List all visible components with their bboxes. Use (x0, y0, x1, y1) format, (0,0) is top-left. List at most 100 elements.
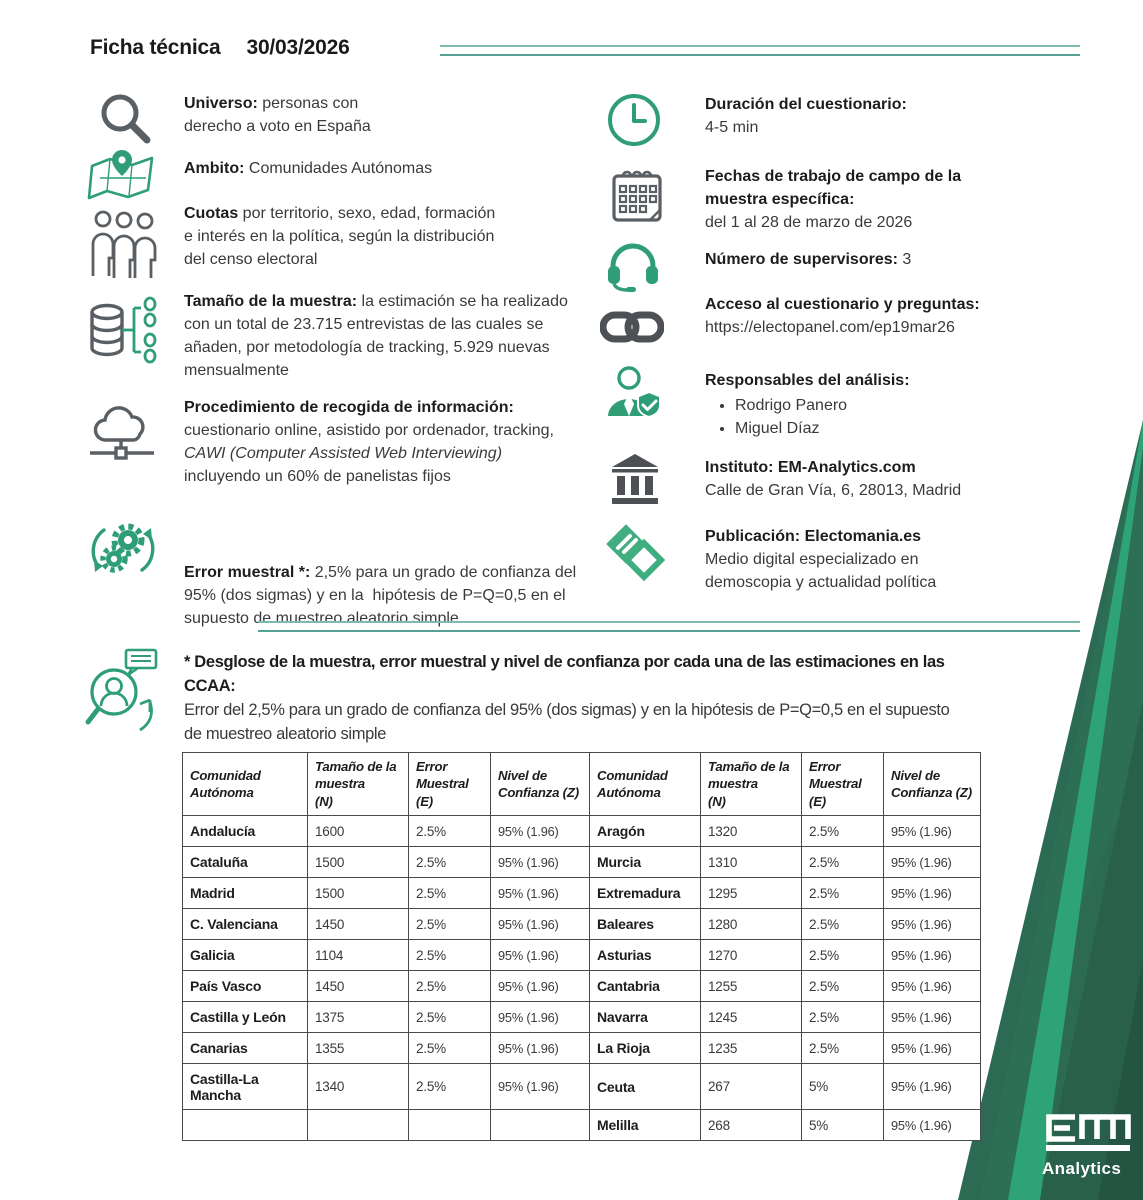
table-cell: C. Valenciana (182, 908, 308, 940)
table-cell: 2.5% (408, 1001, 491, 1033)
ccaa-table-wrapper: Comunidad Autónoma Tamaño de la muestra (… (182, 752, 981, 1141)
table-cell: 2.5% (801, 939, 884, 971)
table-cell: 268 (700, 1109, 802, 1141)
ccaa-table: Comunidad Autónoma Tamaño de la muestra (… (182, 752, 981, 1141)
table-row: Canarias 1355 2.5% 95% (1.96) La Rioja 1235 2.… (182, 1032, 981, 1064)
table-cell: 95% (1.96) (490, 1001, 590, 1033)
table-header-cell: Tamaño de la muestra (N) (700, 752, 802, 816)
page-date: 30/03/2026 (246, 36, 350, 59)
logo-analytics-text: Analytics (1042, 1159, 1122, 1178)
table-cell: Extremadura (589, 877, 701, 909)
database-tracking-icon (88, 296, 166, 383)
table-row: Castilla y León 1375 2.5% 95% (1.96) Navarra… (182, 1001, 981, 1033)
table-cell: 1255 (700, 970, 802, 1002)
people-group-icon (90, 208, 160, 285)
item-procedimiento: Procedimiento de recogida de información… (184, 396, 578, 488)
table-cell: País Vasco (182, 970, 308, 1002)
magnifier-icon (94, 88, 158, 157)
table-cell: Navarra (589, 1001, 701, 1033)
item-publicacion-label: Publicación: Electomania.es (705, 528, 922, 545)
table-cell: 95% (1.96) (883, 970, 981, 1002)
table-cell: 2.5% (801, 1032, 884, 1064)
table-cell: 1235 (700, 1032, 802, 1064)
survey-search-icon (84, 646, 168, 739)
item-tamano-muestra: Tamaño de la muestra: la estimación se h… (184, 290, 574, 382)
footnote-label: * Desglose de la muestra, error muestral… (184, 653, 945, 695)
header-divider (440, 45, 1080, 56)
ccaa-table-head: Comunidad Autónoma Tamaño de la muestra (… (182, 752, 981, 816)
table-cell: 2.5% (408, 908, 491, 940)
table-cell (182, 1109, 308, 1141)
table-cell: 95% (1.96) (490, 815, 590, 847)
table-cell: 2.5% (408, 877, 491, 909)
table-cell: Castilla-La Mancha (182, 1063, 308, 1110)
table-cell: 95% (1.96) (883, 1109, 981, 1141)
publication-icon (602, 522, 670, 591)
item-universo: Universo: personas con derecho a voto en… (184, 92, 396, 138)
page-title: Ficha técnica 30/03/2026 (90, 36, 350, 60)
table-cell: 95% (1.96) (883, 939, 981, 971)
table-cell: 2.5% (408, 1032, 491, 1064)
table-cell: 1270 (700, 939, 802, 971)
table-header-cell: Tamaño de la muestra (N) (307, 752, 409, 816)
item-duracion: Duración del cuestionario: 4-5 min (705, 93, 1045, 139)
table-header-cell: Nivel de Confianza (Z) (490, 752, 590, 816)
headset-icon (604, 238, 662, 297)
table-cell: 1355 (307, 1032, 409, 1064)
item-procedimiento-text-pre: cuestionario online, asistido por ordena… (184, 422, 554, 439)
table-row: Galicia 1104 2.5% 95% (1.96) Asturias 1270 2.5… (182, 939, 981, 971)
item-tamano-label: Tamaño de la muestra: (184, 293, 358, 310)
table-cell: Cantabria (589, 970, 701, 1002)
table-cell: Madrid (182, 877, 308, 909)
table-cell: Ceuta (589, 1063, 701, 1110)
footnote-text: Error del 2,5% para un grado de confianz… (184, 701, 950, 743)
item-acceso-label: Acceso al cuestionario y preguntas: (705, 296, 980, 313)
table-row: Madrid 1500 2.5% 95% (1.96) Extremadura 1295 2… (182, 877, 981, 909)
item-instituto: Instituto: EM-Analytics.com Calle de Gra… (705, 456, 1055, 502)
table-cell (307, 1109, 409, 1141)
table-header-cell: Nivel de Confianza (Z) (883, 752, 981, 816)
item-duracion-text: 4-5 min (705, 119, 759, 136)
sync-gears-icon (86, 514, 160, 591)
table-cell: 1310 (700, 846, 802, 878)
table-cell: 95% (1.96) (883, 1063, 981, 1110)
table-cell: 5% (801, 1063, 884, 1110)
em-analytics-logo: Analytics (1042, 1108, 1134, 1179)
table-cell: Aragón (589, 815, 701, 847)
item-ambito-text: Comunidades Autónomas (244, 160, 433, 177)
table-cell: 2.5% (408, 846, 491, 878)
item-universo-text: personas con derecho a voto en España (184, 95, 371, 135)
analyst-name: Miguel Díaz (735, 417, 1045, 440)
analyst-shield-icon (604, 364, 666, 433)
table-cell: 1104 (307, 939, 409, 971)
table-cell: 2.5% (408, 970, 491, 1002)
table-header-row: Comunidad Autónoma Tamaño de la muestra (… (182, 752, 981, 816)
item-supervisores-text: 3 (897, 251, 912, 268)
table-cell: 2.5% (801, 1001, 884, 1033)
table-cell: 1450 (307, 908, 409, 940)
table-cell: 95% (1.96) (490, 908, 590, 940)
item-ambito-label: Ambito: (184, 160, 245, 177)
table-cell (408, 1109, 491, 1141)
table-row: C. Valenciana 1450 2.5% 95% (1.96) Baleares 1… (182, 908, 981, 940)
table-header-cell: Comunidad Autónoma (182, 752, 308, 816)
item-fechas-text: del 1 al 28 de marzo de 2026 (705, 214, 913, 231)
item-supervisores-label: Número de supervisores: (705, 251, 898, 268)
table-cell: 95% (1.96) (883, 1001, 981, 1033)
cloud-network-icon (88, 402, 160, 473)
page-title-text: Ficha técnica (90, 36, 221, 59)
table-cell: 1245 (700, 1001, 802, 1033)
table-row: Andalucía 1600 2.5% 95% (1.96) Aragón 1320 2.5… (182, 815, 981, 847)
table-row: Castilla-La Mancha 1340 2.5% 95% (1.96) Ceut… (182, 1063, 981, 1110)
table-cell (490, 1109, 590, 1141)
item-procedimiento-label: Procedimiento de recogida de información… (184, 399, 514, 416)
item-error-label: Error muestral *: (184, 564, 311, 581)
table-cell: Asturias (589, 939, 701, 971)
item-publicacion: Publicación: Electomania.es Medio digita… (705, 525, 977, 594)
item-cuotas-text: por territorio, sexo, edad, formación e … (184, 205, 496, 268)
table-cell: 95% (1.96) (883, 1032, 981, 1064)
link-icon (599, 306, 665, 353)
analysts-list: Rodrigo Panero Miguel Díaz (705, 394, 1045, 440)
item-instituto-label: Instituto: EM-Analytics.com (705, 459, 916, 476)
